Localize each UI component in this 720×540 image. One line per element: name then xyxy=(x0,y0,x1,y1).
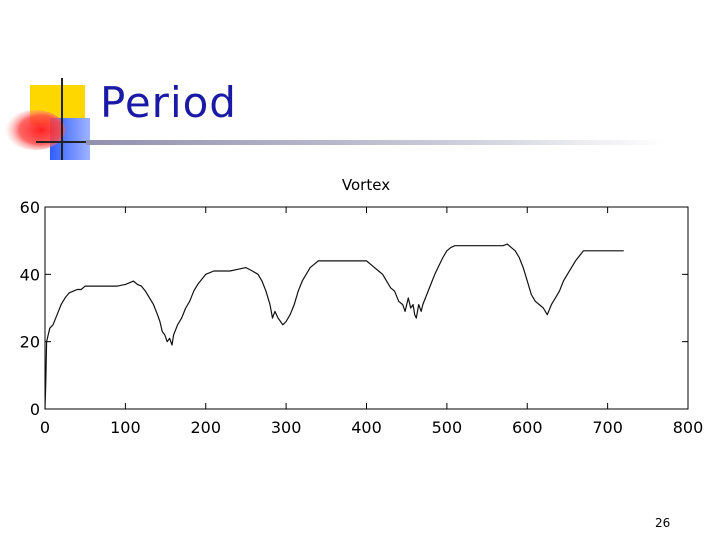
axis-ticks xyxy=(44,206,689,410)
y-tick-label: 40 xyxy=(20,265,40,284)
x-tick-label: 500 xyxy=(432,418,463,437)
logo xyxy=(5,78,102,160)
title-underline xyxy=(86,140,666,145)
x-tick-label: 200 xyxy=(190,418,221,437)
slide-title: Period xyxy=(100,78,237,127)
x-tick-label: 800 xyxy=(673,418,704,437)
x-tick-label: 0 xyxy=(40,418,50,437)
y-tick-label: 60 xyxy=(20,198,40,217)
x-tick-label: 300 xyxy=(271,418,302,437)
series-line xyxy=(44,243,624,410)
page-number: 26 xyxy=(655,516,671,530)
x-tick-label: 700 xyxy=(592,418,623,437)
series-group xyxy=(44,243,624,410)
x-tick-label: 600 xyxy=(512,418,543,437)
y-tick-label: 0 xyxy=(30,400,40,419)
chart-title: Vortex xyxy=(342,176,390,194)
x-tick-label: 400 xyxy=(351,418,382,437)
plot-frame xyxy=(44,206,689,410)
x-tick-label: 100 xyxy=(110,418,141,437)
y-tick-label: 20 xyxy=(20,333,40,352)
logo-red-glow xyxy=(5,110,65,150)
axis-tick-labels: 0 100 200 300 400 500 600 700 800 0 20 40 60 xyxy=(20,198,704,437)
